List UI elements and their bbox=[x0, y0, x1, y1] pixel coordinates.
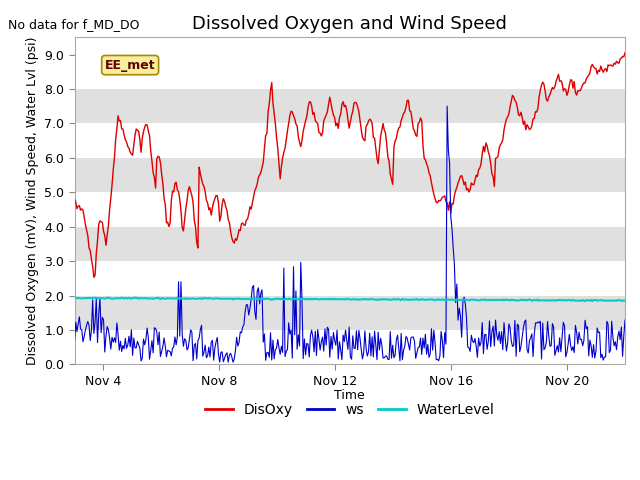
Legend: DisOxy, ws, WaterLevel: DisOxy, ws, WaterLevel bbox=[199, 398, 500, 423]
Bar bbox=[74, 158, 625, 192]
Title: Dissolved Oxygen and Wind Speed: Dissolved Oxygen and Wind Speed bbox=[193, 15, 507, 33]
Text: EE_met: EE_met bbox=[105, 59, 156, 72]
X-axis label: Time: Time bbox=[334, 389, 365, 402]
Bar bbox=[74, 123, 625, 158]
Bar bbox=[74, 89, 625, 123]
Text: No data for f_MD_DO: No data for f_MD_DO bbox=[8, 18, 140, 31]
Bar bbox=[74, 296, 625, 330]
Bar bbox=[74, 330, 625, 364]
Bar bbox=[74, 55, 625, 89]
Bar bbox=[74, 261, 625, 296]
Bar bbox=[74, 227, 625, 261]
Y-axis label: Dissolved Oxygen (mV), Wind Speed, Water Lvl (psi): Dissolved Oxygen (mV), Wind Speed, Water… bbox=[26, 36, 38, 365]
Bar bbox=[74, 192, 625, 227]
